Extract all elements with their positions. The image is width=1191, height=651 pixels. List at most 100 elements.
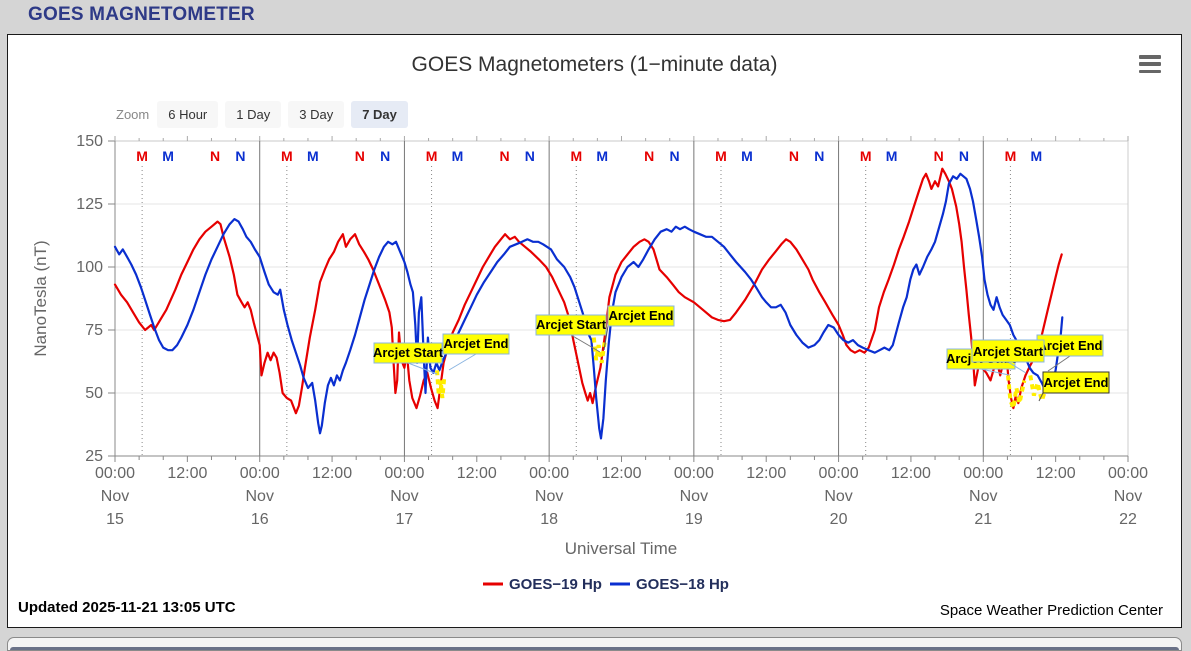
next-panel-peek — [7, 637, 1182, 651]
x-tick-label: 12:00 — [891, 465, 931, 482]
x-day-number: 15 — [106, 511, 124, 528]
zoom-range-bar: Zoom 6 Hour 1 Day 3 Day 7 Day — [116, 101, 415, 128]
y-tick-label: 100 — [76, 259, 103, 276]
zoom-button-6-hour[interactable]: 6 Hour — [157, 101, 219, 128]
x-day-month: Nov — [1114, 488, 1142, 505]
satellite-marker-letter: N — [644, 148, 654, 164]
magnetometer-chart[interactable]: 25 50 75 100 125 150 00:00 12:00 00:00 12:00 00:00… — [8, 121, 1183, 601]
annotation-connector — [570, 334, 601, 353]
arcjet-annotation-label: Arcjet Start — [536, 317, 607, 332]
x-day-number: 19 — [685, 511, 703, 528]
satellite-marker-letter: N — [789, 148, 799, 164]
arcjet-annotation-label: Arcjet End — [443, 336, 508, 351]
x-day-month: Nov — [101, 488, 129, 505]
satellite-marker-letter: N — [380, 148, 390, 164]
x-tick-label: 00:00 — [963, 465, 1003, 482]
arcjet-annotation-label: Arcjet Start — [373, 345, 444, 360]
annotation-connector — [1038, 392, 1044, 402]
arcjet-annotation-box — [971, 339, 1045, 363]
y-tick-label: 25 — [85, 448, 103, 465]
satellite-marker-letter: M — [715, 148, 727, 164]
x-tick-label: 12:00 — [601, 465, 641, 482]
arcjet-maneuver-segment — [435, 370, 447, 399]
annotation-connector — [1047, 355, 1071, 372]
x-tick-label: 12:00 — [167, 465, 207, 482]
x-tick-label: 00:00 — [1108, 465, 1148, 482]
satellite-marker-letter: N — [235, 148, 245, 164]
satellite-marker-letter: M — [281, 148, 293, 164]
zoom-button-3-day[interactable]: 3 Day — [288, 101, 345, 128]
arcjet-annotation-label: Arcjet End — [1043, 375, 1108, 390]
x-day-month: Nov — [969, 488, 997, 505]
zoom-button-1-day[interactable]: 1 Day — [225, 101, 282, 128]
x-day-month: Nov — [535, 488, 563, 505]
x-day-number: 18 — [540, 511, 558, 528]
x-tick-label: 00:00 — [674, 465, 714, 482]
zoom-label: Zoom — [116, 107, 150, 122]
source-credit: Space Weather Prediction Center — [939, 602, 1163, 619]
x-tick-label: 00:00 — [95, 465, 135, 482]
y-tick-label: 125 — [76, 196, 103, 213]
chart-card: GOES Magnetometers (1−minute data) Zoom … — [7, 34, 1182, 628]
satellite-marker-letter: N — [525, 148, 535, 164]
satellite-marker-letter: N — [934, 148, 944, 164]
x-day-number: 17 — [396, 511, 414, 528]
satellite-marker-letter: M — [570, 148, 582, 164]
arcjet-maneuver-segment — [591, 337, 607, 364]
x-tick-label: 00:00 — [819, 465, 859, 482]
satellite-marker-letter: M — [860, 148, 872, 164]
satellite-marker-letter: M — [741, 148, 753, 164]
y-tick-label: 150 — [76, 133, 103, 150]
x-tick-label: 12:00 — [1036, 465, 1076, 482]
arcjet-annotation-label: Arcjet End — [1037, 338, 1102, 353]
satellite-marker-letter: M — [1005, 148, 1017, 164]
annotation-connector — [407, 362, 438, 375]
satellite-marker-letter: M — [307, 148, 319, 164]
satellite-marker-letter: M — [452, 148, 464, 164]
x-tick-label: 00:00 — [384, 465, 424, 482]
x-day-month: Nov — [390, 488, 418, 505]
arcjet-annotation-box — [1042, 371, 1110, 394]
arcjet-annotation-label: Arcjet Start — [973, 344, 1044, 359]
satellite-marker-letter: M — [162, 148, 174, 164]
satellite-marker-letter: N — [669, 148, 679, 164]
legend-label[interactable]: GOES−18 Hp — [636, 576, 729, 593]
arcjet-annotation-label: Arcjet End — [608, 308, 673, 323]
annotation-connector — [448, 353, 477, 371]
x-day-month: Nov — [680, 488, 708, 505]
x-day-number: 16 — [251, 511, 269, 528]
series-goes-19 — [113, 167, 1063, 415]
satellite-marker-letter: M — [1031, 148, 1043, 164]
x-day-number: 22 — [1119, 511, 1137, 528]
hamburger-menu-icon[interactable] — [1139, 55, 1161, 73]
arcjet-annotation-box — [535, 314, 607, 336]
x-day-number: 20 — [830, 511, 848, 528]
x-day-month: Nov — [245, 488, 273, 505]
arcjet-annotation-box — [442, 333, 510, 355]
chart-title: GOES Magnetometers (1−minute data) — [411, 53, 778, 76]
satellite-marker-letter: M — [596, 148, 608, 164]
x-tick-label: 00:00 — [529, 465, 569, 482]
x-tick-label: 12:00 — [746, 465, 786, 482]
satellite-marker-letter: N — [210, 148, 220, 164]
arcjet-maneuver-segment — [1006, 375, 1027, 416]
legend-label[interactable]: GOES−19 Hp — [509, 576, 602, 593]
satellite-marker-letter: N — [814, 148, 824, 164]
y-axis-title: NanoTesla (nT) — [31, 240, 50, 356]
annotation-connector — [980, 368, 1010, 376]
satellite-marker-letter: M — [426, 148, 438, 164]
zoom-button-7-day[interactable]: 7 Day — [351, 101, 408, 128]
y-tick-label: 75 — [85, 322, 103, 339]
x-day-number: 21 — [974, 511, 992, 528]
annotation-connector — [1007, 361, 1027, 374]
x-axis-title: Universal Time — [565, 539, 677, 558]
x-tick-label: 12:00 — [457, 465, 497, 482]
satellite-marker-letter: N — [499, 148, 509, 164]
series-goes-18 — [113, 172, 1064, 440]
y-tick-label: 50 — [85, 385, 103, 402]
page-title: GOES MAGNETOMETER — [28, 4, 255, 25]
x-tick-label: 00:00 — [240, 465, 280, 482]
satellite-marker-letter: M — [136, 148, 148, 164]
arcjet-annotation-box — [373, 342, 443, 364]
arcjet-maneuver-segment — [1028, 375, 1048, 408]
